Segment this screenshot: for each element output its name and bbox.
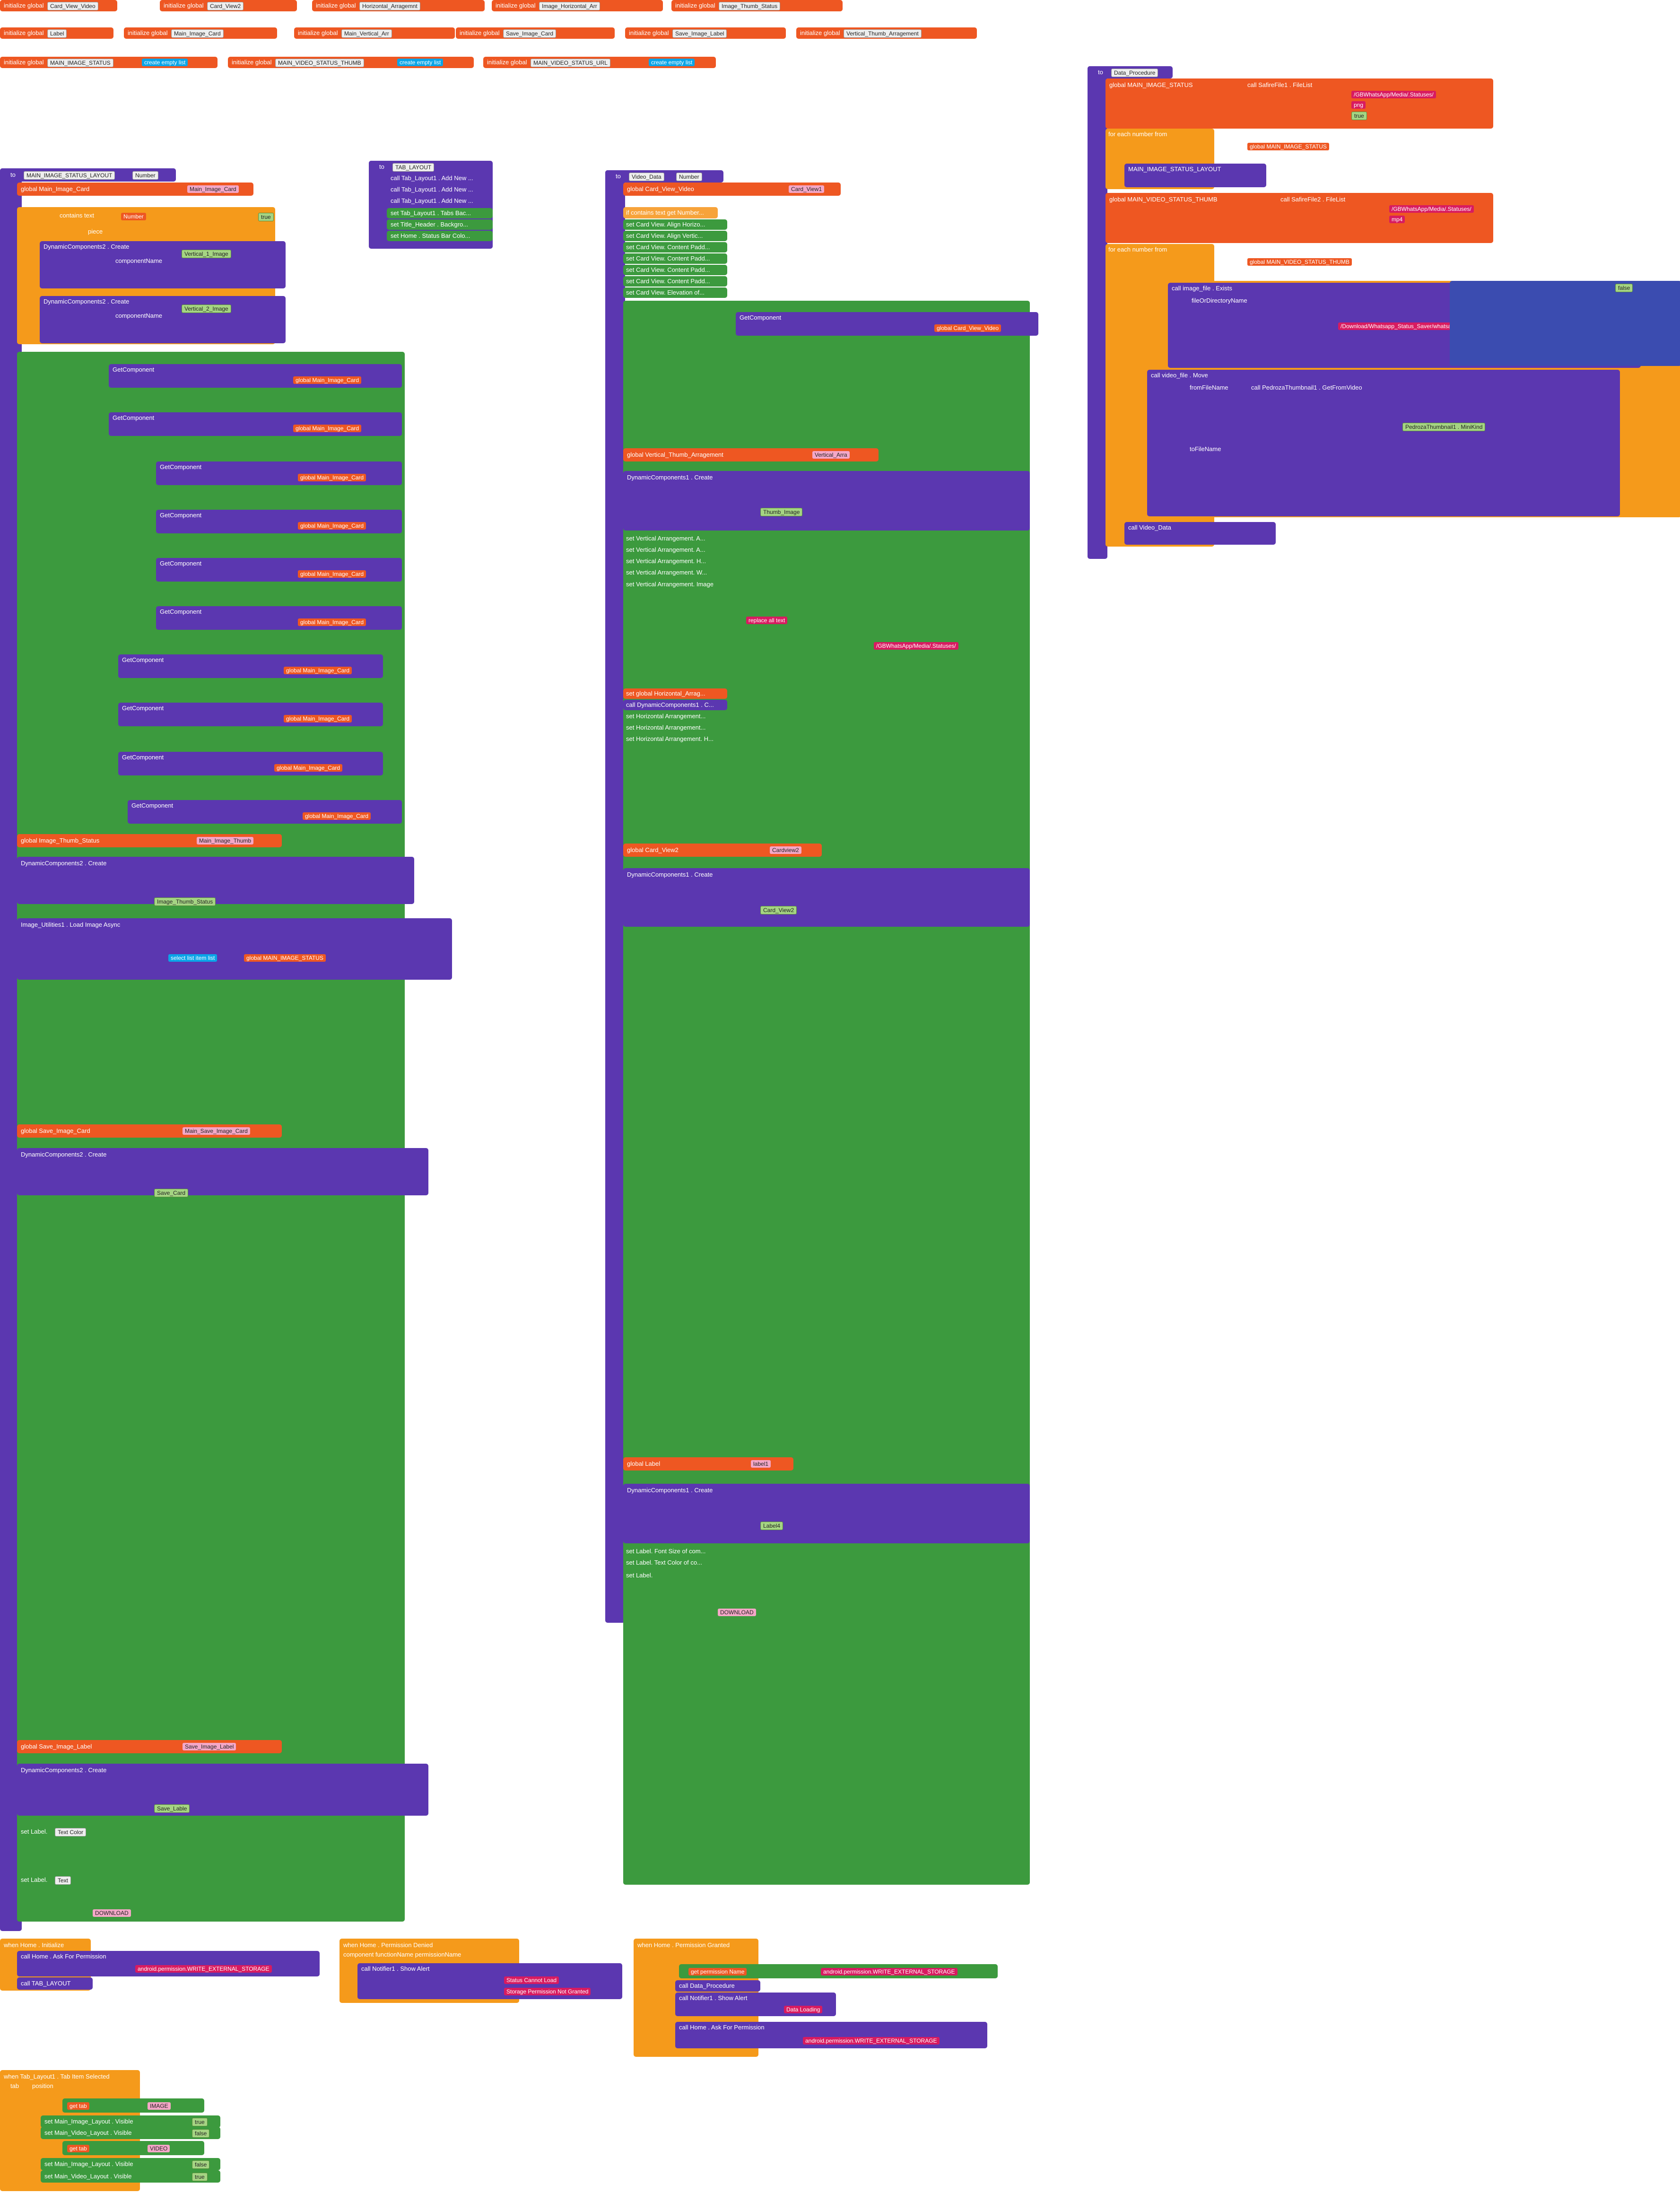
global-block[interactable]: initialize global Save_Image_Card	[456, 27, 615, 39]
dynamic-create-card-view2[interactable]: DynamicComponents1 . Create Card_View2	[623, 868, 1030, 927]
global-block[interactable]: initialize global Main_Image_Card	[124, 27, 277, 39]
statement[interactable]: set Horizontal Arrangement. H...	[623, 734, 727, 744]
get-component[interactable]: GetComponent global Main_Image_Card	[118, 703, 383, 726]
get-component[interactable]: GetComponent global Main_Image_Card	[128, 800, 402, 824]
statement[interactable]: call Tab_Layout1 . Add New ...	[387, 196, 493, 206]
get-component[interactable]: GetComponent global Card_View_Video	[736, 312, 1038, 336]
dynamic-create-thumb[interactable]: DynamicComponents2 . Create Image_Thumb_S…	[17, 857, 414, 906]
get-component[interactable]: GetComponent global Main_Image_Card	[109, 364, 402, 388]
statement[interactable]: set Vertical Arrangement. W...	[623, 567, 727, 578]
global-block[interactable]: initialize global Vertical_Thumb_Arrageme…	[796, 27, 977, 39]
call-data-procedure[interactable]: call Data_Procedure	[675, 1980, 760, 1992]
global-block[interactable]: initialize global Image_Horizontal_Arr	[492, 0, 663, 11]
get-component[interactable]: GetComponent global Main_Image_Card	[118, 654, 383, 678]
statement[interactable]: set Label. Text Color of co...	[623, 1558, 727, 1568]
statement[interactable]: call Tab_Layout1 . Add New ...	[387, 173, 493, 183]
global-block[interactable]: initialize global Label	[0, 27, 113, 39]
get-component[interactable]: GetComponent global Main_Image_Card	[156, 461, 402, 485]
procedure-header[interactable]: to Data_Procedure	[1088, 66, 1173, 78]
global-list-block[interactable]: initialize global MAIN_IMAGE_STATUS create…	[0, 57, 218, 68]
set-label-text[interactable]: set Label. Text DOWNLOAD	[17, 1873, 263, 1921]
global-block[interactable]: initialize global Horizontal_Arragemnt	[312, 0, 485, 11]
procedure-frame	[605, 170, 625, 1623]
set-label-text-color[interactable]: set Label. Text Color	[17, 1825, 253, 1872]
set-label-text[interactable]: set Label. DOWNLOAD	[623, 1570, 926, 1619]
statement[interactable]: set Card View. Align Vertic...	[623, 231, 727, 241]
set-global-save-card[interactable]: global Save_Image_Card Main_Save_Image_Ca…	[17, 1124, 282, 1138]
dynamic-create-label4[interactable]: DynamicComponents1 . Create Label4	[623, 1484, 1030, 1543]
dynamic-create-2[interactable]: DynamicComponents2 . Create componentNam…	[40, 296, 286, 343]
call-dyn1-create[interactable]: call DynamicComponents1 . C...	[623, 700, 727, 710]
logic-not[interactable]: false	[1450, 281, 1680, 366]
statement[interactable]: set Horizontal Arrangement...	[623, 711, 727, 722]
notifier-alert[interactable]: call Notifier1 . Show Alert Status Cannot…	[357, 1963, 622, 1999]
procedure-header[interactable]: to TAB_LAYOUT	[369, 161, 463, 173]
procedure-frame	[1088, 66, 1107, 559]
set-main-image-status[interactable]: global MAIN_IMAGE_STATUS call SafireFile1…	[1105, 78, 1493, 129]
statement[interactable]: set Card View. Elevation of...	[623, 287, 727, 298]
statement[interactable]: set Card View. Align Horizo...	[623, 219, 727, 230]
statement[interactable]: set Label. Font Size of com...	[623, 1546, 727, 1557]
global-block[interactable]: initialize global Card_View_Video	[0, 0, 117, 11]
statement[interactable]: call Tab_Layout1 . Add New ...	[387, 184, 493, 195]
set-main-video-visible-true[interactable]: set Main_Video_Layout . Visible true	[41, 2170, 220, 2183]
set-vertical-image[interactable]: set Vertical Arrangement. Image replace a…	[623, 579, 1030, 687]
set-global-card-view-video[interactable]: global Card_View_Video Card_View1	[623, 183, 841, 196]
set-main-video-thumb[interactable]: global MAIN_VIDEO_STATUS_THUMB call Safir…	[1105, 193, 1493, 243]
statement[interactable]: set Vertical Arrangement. A...	[623, 545, 727, 555]
global-block[interactable]: initialize global Save_Image_Label	[625, 27, 786, 39]
set-main-video-visible-false[interactable]: set Main_Video_Layout . Visible false	[41, 2127, 220, 2139]
statement[interactable]: set Card View. Content Padd...	[623, 253, 727, 264]
compare-tab-video[interactable]: get tab VIDEO	[62, 2141, 204, 2155]
load-image-async[interactable]: Image_Utilities1 . Load Image Async selec…	[17, 918, 452, 980]
dynamic-create-1[interactable]: DynamicComponents2 . Create componentNam…	[40, 241, 286, 288]
set-global-save-label[interactable]: global Save_Image_Label Save_Image_Label	[17, 1740, 282, 1753]
global-list-block[interactable]: initialize global MAIN_VIDEO_STATUS_THUMB…	[228, 57, 474, 68]
statement[interactable]: set Title_Header . Backgro...	[387, 219, 493, 230]
statement[interactable]: set Home . Status Bar Colo...	[387, 231, 493, 241]
call-tab-layout[interactable]: call TAB_LAYOUT	[17, 1977, 93, 1990]
statement[interactable]: set Horizontal Arrangement...	[623, 722, 727, 733]
set-global-image-thumb[interactable]: global Image_Thumb_Status Main_Image_Thum…	[17, 834, 282, 847]
get-component[interactable]: GetComponent global Main_Image_Card	[156, 558, 402, 582]
set-global-main-image-card[interactable]: global Main_Image_Card Main_Image_Card	[17, 183, 253, 196]
statement[interactable]: set Card View. Content Padd...	[623, 242, 727, 252]
if-contains[interactable]: if contains text get Number...	[623, 207, 718, 218]
global-block[interactable]: initialize global Image_Thumb_Status	[671, 0, 843, 11]
dynamic-create-save[interactable]: DynamicComponents2 . Create Save_Card	[17, 1148, 428, 1197]
call-video-move[interactable]: call video_file . Move fromFileName call P…	[1147, 370, 1620, 516]
get-component[interactable]: GetComponent global Main_Image_Card	[156, 510, 402, 533]
set-main-image-visible-false[interactable]: set Main_Image_Layout . Visible false	[41, 2158, 220, 2170]
compare-permission[interactable]: get permission Name android.permission.WR…	[679, 1964, 998, 1978]
set-global-horizontal[interactable]: set global Horizontal_Arrag...	[623, 688, 727, 699]
statement[interactable]: set Tab_Layout1 . Tabs Bac...	[387, 208, 493, 218]
get-component[interactable]: GetComponent global Main_Image_Card	[156, 606, 402, 630]
get-component[interactable]: GetComponent global Main_Image_Card	[109, 412, 402, 436]
statement[interactable]: set Card View. Content Padd...	[623, 276, 727, 287]
call-ask-permission[interactable]: call Home . Ask For Permission android.pe…	[17, 1951, 320, 1976]
statement[interactable]: set Vertical Arrangement. H...	[623, 556, 727, 566]
procedure-header[interactable]: to MAIN_IMAGE_STATUS_LAYOUT Number	[0, 168, 176, 182]
call-ask-permission-else[interactable]: call Home . Ask For Permission android.pe…	[675, 2022, 987, 2048]
dynamic-create-thumb-image[interactable]: DynamicComponents1 . Create Thumb_Image	[623, 471, 1030, 531]
dynamic-create-save-label[interactable]: DynamicComponents2 . Create Save_Lable	[17, 1764, 428, 1816]
statement[interactable]: set Vertical Arrangement. A...	[623, 533, 727, 544]
call-video-data[interactable]: call Video_Data	[1124, 522, 1276, 545]
compare-tab-image[interactable]: get tab IMAGE	[62, 2098, 204, 2113]
procedure-header[interactable]: to Video_Data Number	[605, 170, 723, 183]
call-main-image-status-layout[interactable]: MAIN_IMAGE_STATUS_LAYOUT	[1124, 164, 1266, 187]
statement[interactable]: set Card View. Content Padd...	[623, 265, 727, 275]
notifier-alert-loading[interactable]: call Notifier1 . Show Alert Data Loading	[675, 1993, 836, 2016]
get-component[interactable]: GetComponent global Main_Image_Card	[118, 752, 383, 775]
set-main-image-visible-true[interactable]: set Main_Image_Layout . Visible true	[41, 2115, 220, 2128]
set-global-label[interactable]: global Label label1	[623, 1457, 793, 1471]
set-global-vertical-thumb[interactable]: global Vertical_Thumb_Arragement Vertical…	[623, 448, 879, 461]
global-list-block[interactable]: initialize global MAIN_VIDEO_STATUS_URL cr…	[483, 57, 716, 68]
set-global-card-view2[interactable]: global Card_View2 Cardview2	[623, 844, 822, 857]
global-block[interactable]: initialize global Main_Vertical_Arr	[294, 27, 455, 39]
global-block[interactable]: initialize global Card_View2	[160, 0, 297, 11]
